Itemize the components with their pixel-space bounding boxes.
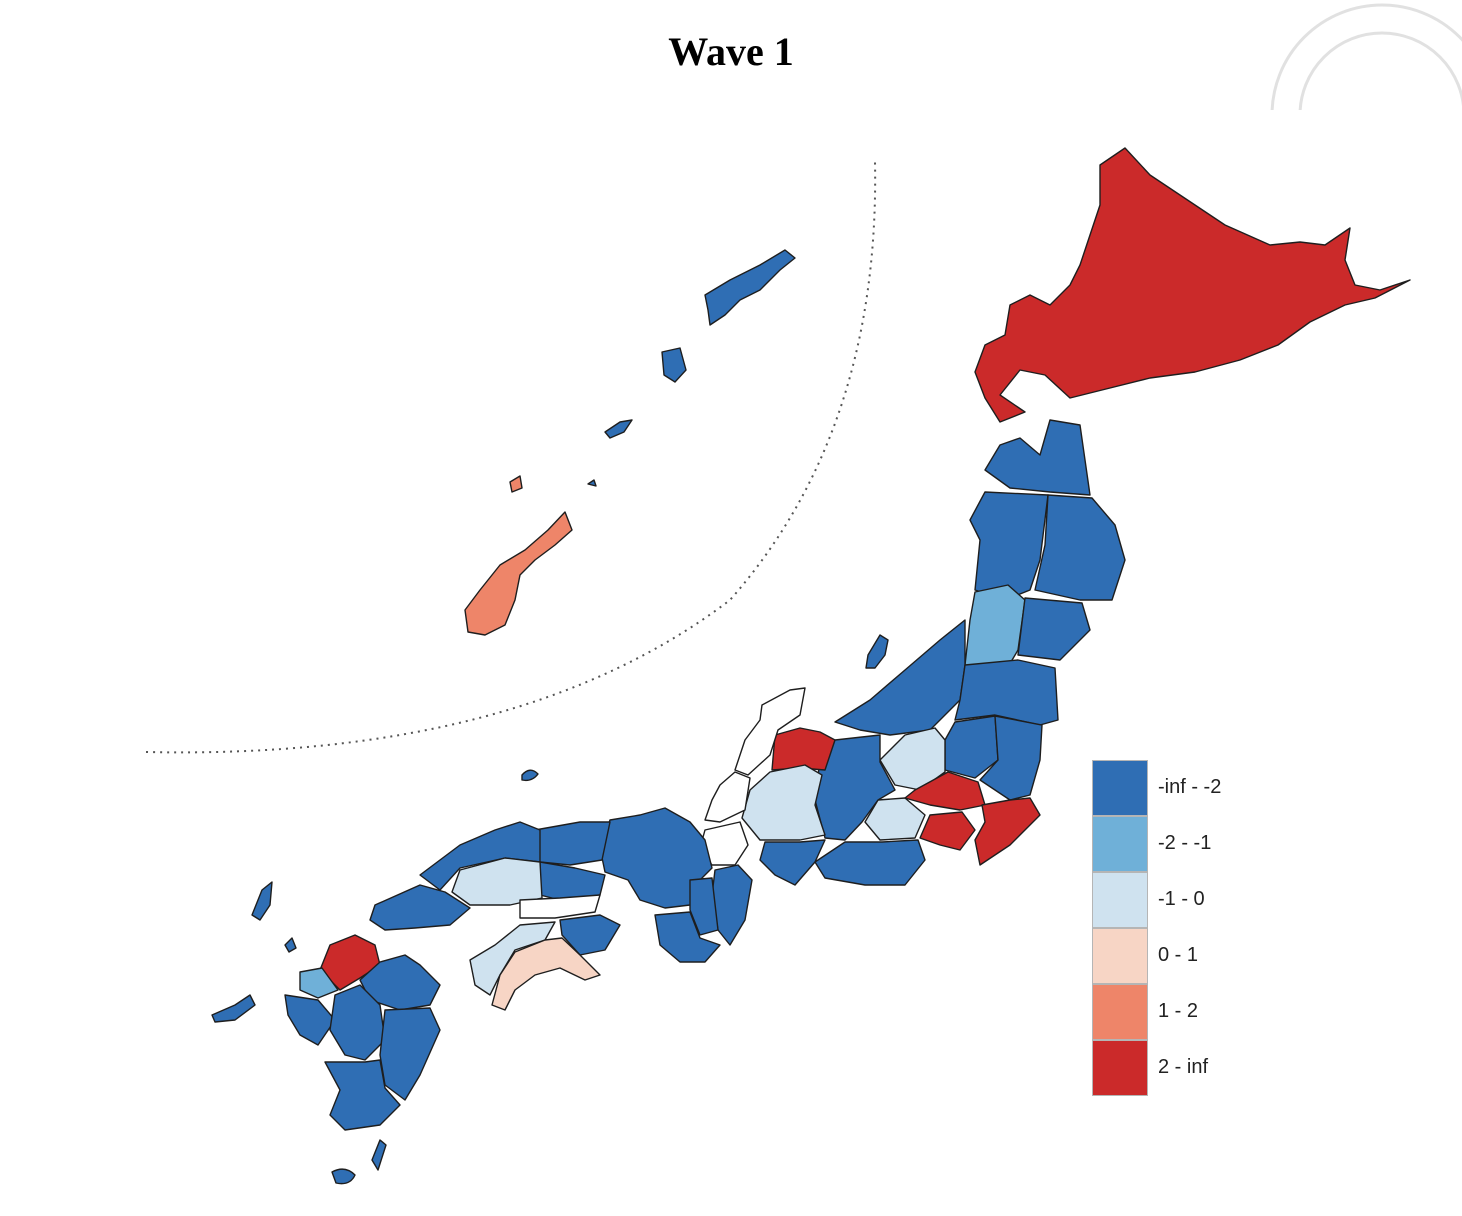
region-tokunoshima (661, 347, 687, 383)
legend-label: 0 - 1 (1158, 944, 1199, 966)
region-fukui (704, 771, 751, 823)
legend-item: -2 - -1 (1092, 816, 1292, 872)
legend-label: 2 - inf (1158, 1056, 1209, 1078)
legend-item: -1 - 0 (1092, 872, 1292, 928)
okinawa-inset-divider (145, 161, 877, 754)
legend-item: -inf - -2 (1092, 760, 1292, 816)
region-kagoshima (324, 1059, 401, 1131)
region-shimane (419, 821, 541, 891)
region-miyagi (1017, 597, 1091, 661)
legend-item: 2 - inf (1092, 1040, 1292, 1096)
region-ehime (469, 921, 556, 996)
region-aomori (984, 419, 1091, 496)
region-okinoerabu (604, 419, 633, 439)
region-tokushima (559, 914, 621, 956)
legend-label: -1 - 0 (1158, 888, 1205, 910)
region-fukushima (954, 659, 1059, 726)
region-tottori (534, 821, 611, 866)
region-yamanashi (864, 797, 926, 841)
legend-label: -inf - -2 (1158, 776, 1222, 798)
region-amami (704, 249, 796, 326)
region-ishikawa (734, 687, 806, 776)
region-yoron (587, 479, 597, 487)
legend-swatch (1092, 1040, 1148, 1096)
legend-item: 0 - 1 (1092, 928, 1292, 984)
region-gifu (741, 764, 826, 841)
region-wakayama (654, 911, 721, 963)
region-oki (521, 769, 539, 782)
region-yakushima (331, 1168, 356, 1185)
legend-swatch (1092, 760, 1148, 816)
region-tsushima (251, 881, 273, 921)
region-oita (359, 954, 441, 1011)
region-ibaraki (979, 715, 1043, 801)
legend-swatch (1092, 872, 1148, 928)
region-tanegashima (371, 1139, 387, 1171)
region-shizuoka (814, 839, 926, 886)
region-saga (299, 967, 339, 999)
legend-label: 1 - 2 (1158, 1000, 1199, 1022)
region-iki (284, 937, 297, 953)
region-okayama (539, 861, 606, 901)
region-okinawa (464, 511, 573, 636)
legend-item: 1 - 2 (1092, 984, 1292, 1040)
legend-swatch (1092, 816, 1148, 872)
region-yamaguchi (369, 884, 471, 931)
region-nagasaki (284, 994, 336, 1046)
region-miyazaki (379, 1007, 441, 1101)
region-saitama-tokyo (904, 771, 986, 811)
university-seal-icon (1270, 3, 1462, 110)
region-kagawa (519, 894, 601, 919)
region-toyama (771, 727, 836, 771)
region-aichi (759, 839, 826, 886)
region-goto (211, 994, 256, 1023)
region-niigata (834, 619, 966, 736)
legend-label: -2 - -1 (1158, 832, 1212, 854)
region-nara (689, 877, 719, 936)
region-mie (711, 864, 753, 946)
region-kochi (491, 937, 601, 1011)
region-hokkaido (974, 147, 1411, 423)
map-title: Wave 1 (668, 29, 794, 74)
region-sado (865, 634, 889, 669)
region-kanagawa (919, 811, 976, 851)
region-yamagata (964, 584, 1026, 673)
legend-swatch (1092, 928, 1148, 984)
legend-swatch (1092, 984, 1148, 1040)
region-iwate (1034, 494, 1126, 601)
region-okinawa-islet (509, 475, 523, 493)
region-kumamoto (329, 984, 386, 1061)
region-chiba (974, 797, 1041, 866)
